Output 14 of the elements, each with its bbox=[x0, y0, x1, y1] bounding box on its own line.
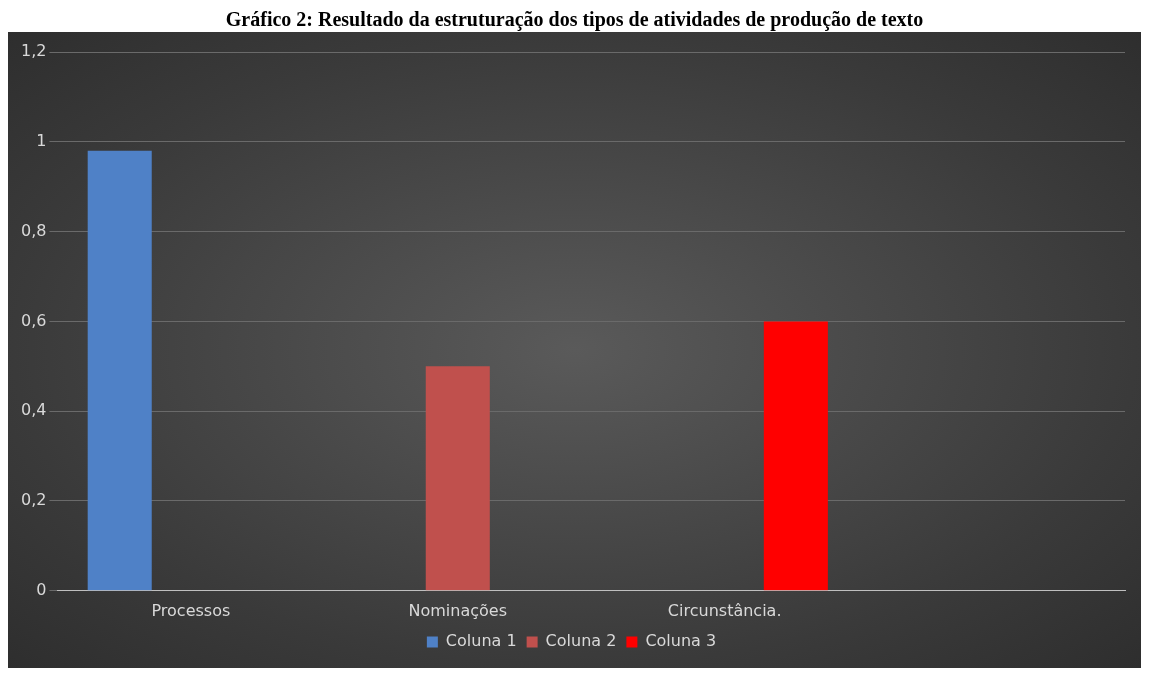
y-tick-label: 0,4 bbox=[20, 400, 47, 420]
x-tick-label: Circunstância. bbox=[667, 600, 782, 620]
y-tick-label: 0,2 bbox=[20, 490, 47, 510]
x-tick-label: Nominações bbox=[408, 600, 508, 620]
y-tick-label: 1 bbox=[36, 130, 47, 150]
y-tick-label: 0,6 bbox=[20, 310, 47, 330]
y-tick-label: 0,8 bbox=[20, 220, 47, 240]
y-tick-label: 1,2 bbox=[20, 41, 47, 61]
chart-title: Gráfico 2: Resultado da estruturação dos tipos de atividades de produção de texto bbox=[224, 8, 925, 32]
legend-label: Coluna 2 bbox=[545, 631, 617, 651]
y-tick-label: 0 bbox=[36, 579, 47, 599]
legend-label: Coluna 1 bbox=[445, 631, 517, 651]
x-tick-label: Processos bbox=[151, 600, 231, 620]
legend-label: Coluna 3 bbox=[645, 631, 717, 651]
